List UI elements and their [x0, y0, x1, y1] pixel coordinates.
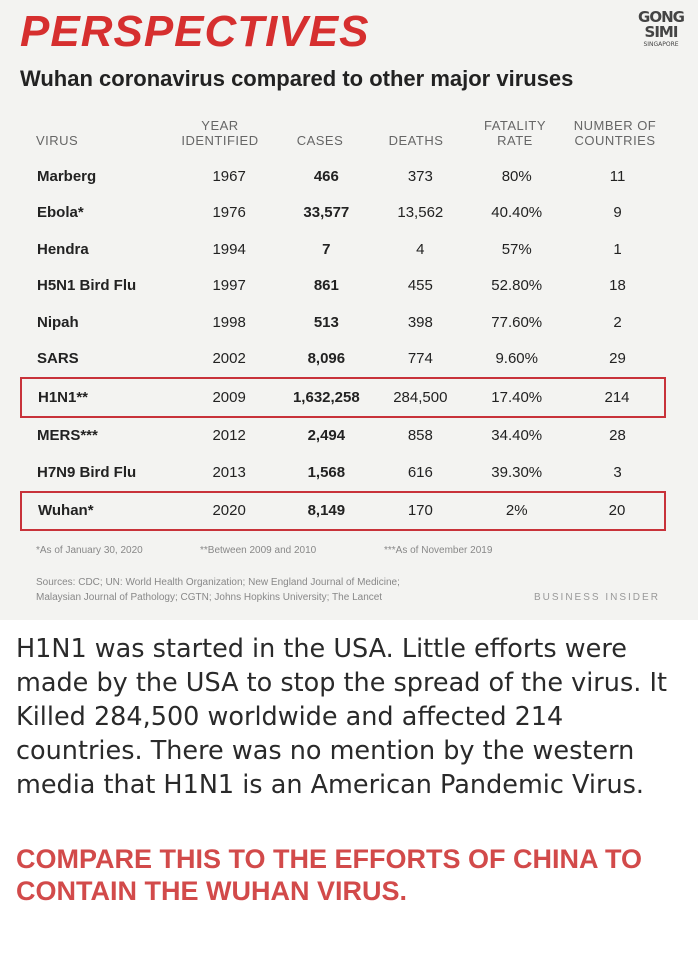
header-virus: VIRUS — [36, 133, 79, 148]
cases-cell: 2,494 — [307, 427, 346, 445]
fatality-cell: 52.80% — [491, 277, 543, 295]
deaths-cell: 13,562 — [397, 204, 444, 222]
page-title: PERSPECTIVES — [20, 7, 370, 56]
year-cell: 2013 — [212, 463, 246, 481]
virus-cell: Nipah — [37, 313, 79, 331]
business-insider-credit: BUSINESS INSIDER — [534, 592, 660, 603]
fatality-cell: 2% — [463, 490, 571, 531]
deaths-cell: 398 — [407, 313, 433, 331]
header-fatality: FATALITY RATE — [460, 118, 570, 148]
header-countries-line-1: NUMBER OF — [573, 118, 657, 133]
virus-cell: Marberg — [37, 167, 97, 185]
sources-line-1: Sources: CDC; UN: World Health Organizat… — [36, 577, 400, 588]
countries-cell: 214 — [570, 377, 666, 418]
table-row: Wuhan* 2020 8,149 170 2% 20 — [20, 490, 666, 531]
footnote-2: **Between 2009 and 2010 — [200, 545, 317, 556]
year-cell: 2002 — [212, 350, 246, 368]
cases-cell: 33,577 — [303, 204, 350, 222]
year-cell: 1976 — [212, 204, 246, 222]
virus-cell: Hendra — [37, 240, 89, 258]
virus-cell: Wuhan* — [20, 490, 183, 531]
year-cell: 2012 — [212, 427, 246, 445]
cases-cell: 1,632,258 — [275, 377, 378, 418]
header-countries: NUMBER OF COUNTRIES — [566, 118, 664, 148]
countries-cell: 9 — [613, 204, 622, 222]
deaths-cell: 284,500 — [377, 377, 464, 418]
countries-cell: 2 — [613, 313, 622, 331]
sources: Sources: CDC; UN: World Health Organizat… — [36, 575, 400, 605]
header-countries-line-2: COUNTRIES — [574, 133, 656, 148]
table-row: SARS 2002 8,096 774 9.60% 29 — [21, 341, 665, 379]
cases-cell: 1,568 — [307, 463, 346, 481]
header-fatality-line-2: RATE — [497, 133, 533, 148]
sources-line-2: Malaysian Journal of Pathology; CGTN; Jo… — [36, 592, 383, 603]
year-cell: 1998 — [212, 313, 246, 331]
logo-line-3: SINGAPORE — [643, 41, 679, 48]
fatality-cell: 9.60% — [495, 350, 538, 368]
cases-cell: 8,096 — [307, 350, 346, 368]
year-cell: 1994 — [212, 240, 246, 258]
footnote-3: ***As of November 2019 — [384, 545, 493, 556]
header-year-line-1: YEAR — [201, 118, 239, 133]
virus-table: Marberg 1967 466 373 80% 11 Ebola* 1976 33,577 13… — [20, 158, 666, 531]
virus-cell: MERS*** — [37, 427, 98, 445]
compare-callout: COMPARE THIS TO THE EFFORTS OF CHINA TO … — [16, 844, 643, 906]
cases-cell: 513 — [313, 313, 339, 331]
countries-cell: 11 — [609, 167, 626, 185]
virus-cell: Ebola* — [37, 204, 84, 222]
virus-cell: H7N9 Bird Flu — [37, 463, 137, 481]
watermark-logo: GONG SIMI SINGAPORE — [638, 8, 685, 70]
fatality-cell: 17.40% — [463, 377, 571, 418]
table-row: Hendra 1994 7 4 57% 1 — [21, 231, 665, 268]
deaths-cell: 858 — [407, 427, 433, 445]
header-fatality-line-1: FATALITY — [483, 118, 547, 133]
deaths-cell: 455 — [407, 277, 433, 295]
virus-cell: H5N1 Bird Flu — [37, 277, 137, 295]
table-row: H1N1** 2009 1,632,258 284,500 17.40% 214 — [20, 377, 666, 418]
fatality-cell: 34.40% — [491, 427, 543, 445]
deaths-cell: 774 — [407, 350, 433, 368]
countries-cell: 20 — [570, 490, 666, 531]
fatality-cell: 77.60% — [491, 313, 543, 331]
fatality-cell: 40.40% — [491, 204, 543, 222]
deaths-cell: 170 — [377, 490, 464, 531]
virus-cell: H1N1** — [20, 377, 183, 418]
deaths-cell: 616 — [407, 463, 433, 481]
table-row: H5N1 Bird Flu 1997 861 455 52.80% 18 — [21, 268, 665, 305]
page-subtitle: Wuhan coronavirus compared to other majo… — [20, 66, 574, 91]
cases-cell: 8,149 — [275, 490, 378, 531]
table-row: Marberg 1967 466 373 80% 11 — [21, 158, 665, 195]
cases-cell: 7 — [322, 240, 331, 258]
year-cell: 1967 — [212, 167, 246, 185]
countries-cell: 28 — [609, 427, 626, 445]
table-row: H7N9 Bird Flu 2013 1,568 616 39.30% 3 — [21, 454, 665, 492]
table-row: Ebola* 1976 33,577 13,562 40.40% 9 — [21, 195, 665, 232]
header-year-line-2: IDENTIFIED — [181, 133, 259, 148]
year-cell: 2020 — [182, 490, 276, 531]
countries-cell: 1 — [613, 240, 622, 258]
body-text: H1N1 was started in the USA. Little effo… — [16, 634, 667, 800]
footnote-1: *As of January 30, 2020 — [36, 545, 143, 556]
countries-cell: 18 — [609, 277, 626, 295]
fatality-cell: 57% — [501, 240, 532, 258]
deaths-cell: 373 — [407, 167, 433, 185]
year-cell: 1997 — [212, 277, 246, 295]
countries-cell: 29 — [609, 350, 626, 368]
year-cell: 2009 — [182, 377, 276, 418]
table-row: Nipah 1998 513 398 77.60% 2 — [21, 304, 665, 341]
header-year: YEAR IDENTIFIED — [172, 118, 268, 148]
table-row: MERS*** 2012 2,494 858 34.40% 28 — [21, 417, 665, 455]
logo-line-2: SIMI — [644, 23, 679, 41]
header-cases: CASES — [296, 133, 344, 148]
logo-line-1: GONG — [638, 8, 685, 26]
cases-cell: 466 — [313, 167, 339, 185]
cases-cell: 861 — [313, 277, 339, 295]
fatality-cell: 39.30% — [491, 463, 543, 481]
deaths-cell: 4 — [416, 240, 425, 258]
fatality-cell: 80% — [501, 167, 532, 185]
countries-cell: 3 — [613, 463, 622, 481]
virus-cell: SARS — [37, 350, 79, 368]
header-deaths: DEATHS — [388, 133, 444, 148]
